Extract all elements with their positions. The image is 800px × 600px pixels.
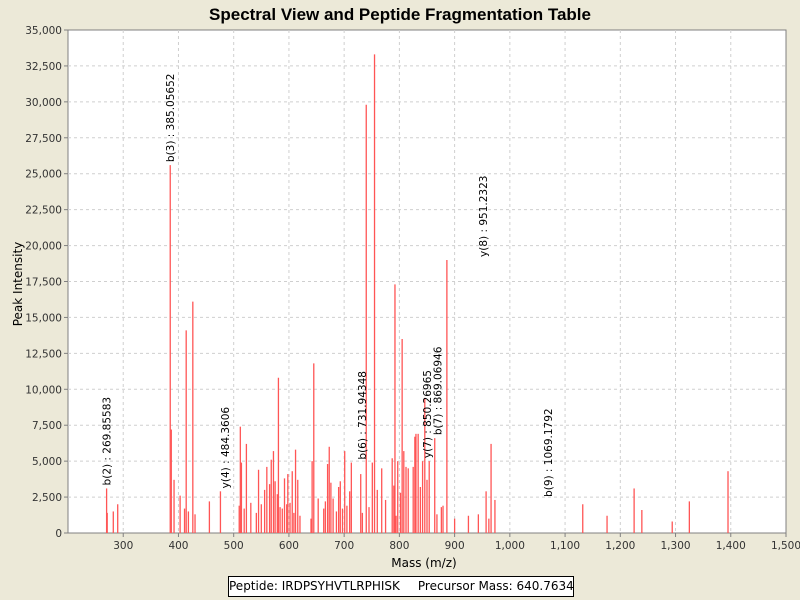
plot-area <box>67 29 787 534</box>
y-tick-label: 20,000 <box>25 241 62 253</box>
peak-series <box>105 54 729 533</box>
y-tick-label: 2,500 <box>32 492 62 504</box>
y-tick-label: 25,000 <box>25 169 62 181</box>
chart-title: Spectral View and Peptide Fragmentation … <box>209 5 591 24</box>
peptide-label: Peptide: IRDPSYHVTLRPHISK <box>229 579 400 593</box>
y-axis: 0 2,500 5,000 7,500 10,000 12,500 15,000 17,500… <box>25 25 68 540</box>
fragment-annotation-label: b(9) : 1069.1792 <box>543 408 555 497</box>
x-tick-label: 1,400 <box>716 540 746 552</box>
x-axis: 300 400 500 600 700 800 900 1,000 1,100 1,200 1,30… <box>113 533 800 552</box>
y-tick-label: 30,000 <box>25 97 62 109</box>
x-tick-label: 1,300 <box>661 540 691 552</box>
x-tick-label: 1,500 <box>771 540 800 552</box>
x-tick-label: 400 <box>168 540 188 552</box>
y-tick-label: 12,500 <box>25 348 62 360</box>
y-tick-label: 35,000 <box>25 25 62 37</box>
precursor-mass-label: Precursor Mass: 640.7634 <box>417 579 574 593</box>
y-tick-label: 27,500 <box>25 133 62 145</box>
y-tick-label: 0 <box>55 528 62 540</box>
fragment-annotation-label: y(7) : 850.26965 <box>422 370 434 458</box>
y-tick-label: 32,500 <box>25 61 62 73</box>
x-tick-label: 700 <box>334 540 354 552</box>
fragment-annotation-label: b(6) : 731.94348 <box>357 371 369 460</box>
y-tick-label: 10,000 <box>25 384 62 396</box>
y-tick-label: 7,500 <box>32 420 62 432</box>
x-tick-label: 1,200 <box>605 540 635 552</box>
x-tick-label: 600 <box>279 540 299 552</box>
y-tick-label: 22,500 <box>25 205 62 217</box>
x-tick-label: 1,000 <box>495 540 525 552</box>
x-tick-label: 500 <box>224 540 244 552</box>
fragment-annotation-label: y(4) : 484.3606 <box>220 407 232 489</box>
y-tick-label: 17,500 <box>25 277 62 289</box>
peptide-info-box: Peptide: IRDPSYHVTLRPHISK Precursor Mass:… <box>228 576 574 597</box>
fragment-annotation-label: b(7) : 869.06946 <box>433 346 445 435</box>
x-tick-label: 1,100 <box>550 540 580 552</box>
y-tick-label: 5,000 <box>32 456 62 468</box>
x-tick-label: 800 <box>389 540 409 552</box>
fragment-annotation-label: y(8) : 951.2323 <box>478 176 490 257</box>
x-axis-label: Mass (m/z) <box>391 556 456 570</box>
fragment-annotation-label: b(2) : 269.85583 <box>102 397 114 486</box>
x-tick-label: 900 <box>445 540 465 552</box>
y-tick-label: 15,000 <box>25 312 62 324</box>
fragment-annotation-label: b(3) : 385.05652 <box>165 74 177 163</box>
fragment-annotations: b(2) : 269.85583 b(3) : 385.05652 y(4) : 4… <box>102 74 555 497</box>
x-tick-label: 300 <box>113 540 133 552</box>
y-axis-label: Peak Intensity <box>11 242 25 327</box>
